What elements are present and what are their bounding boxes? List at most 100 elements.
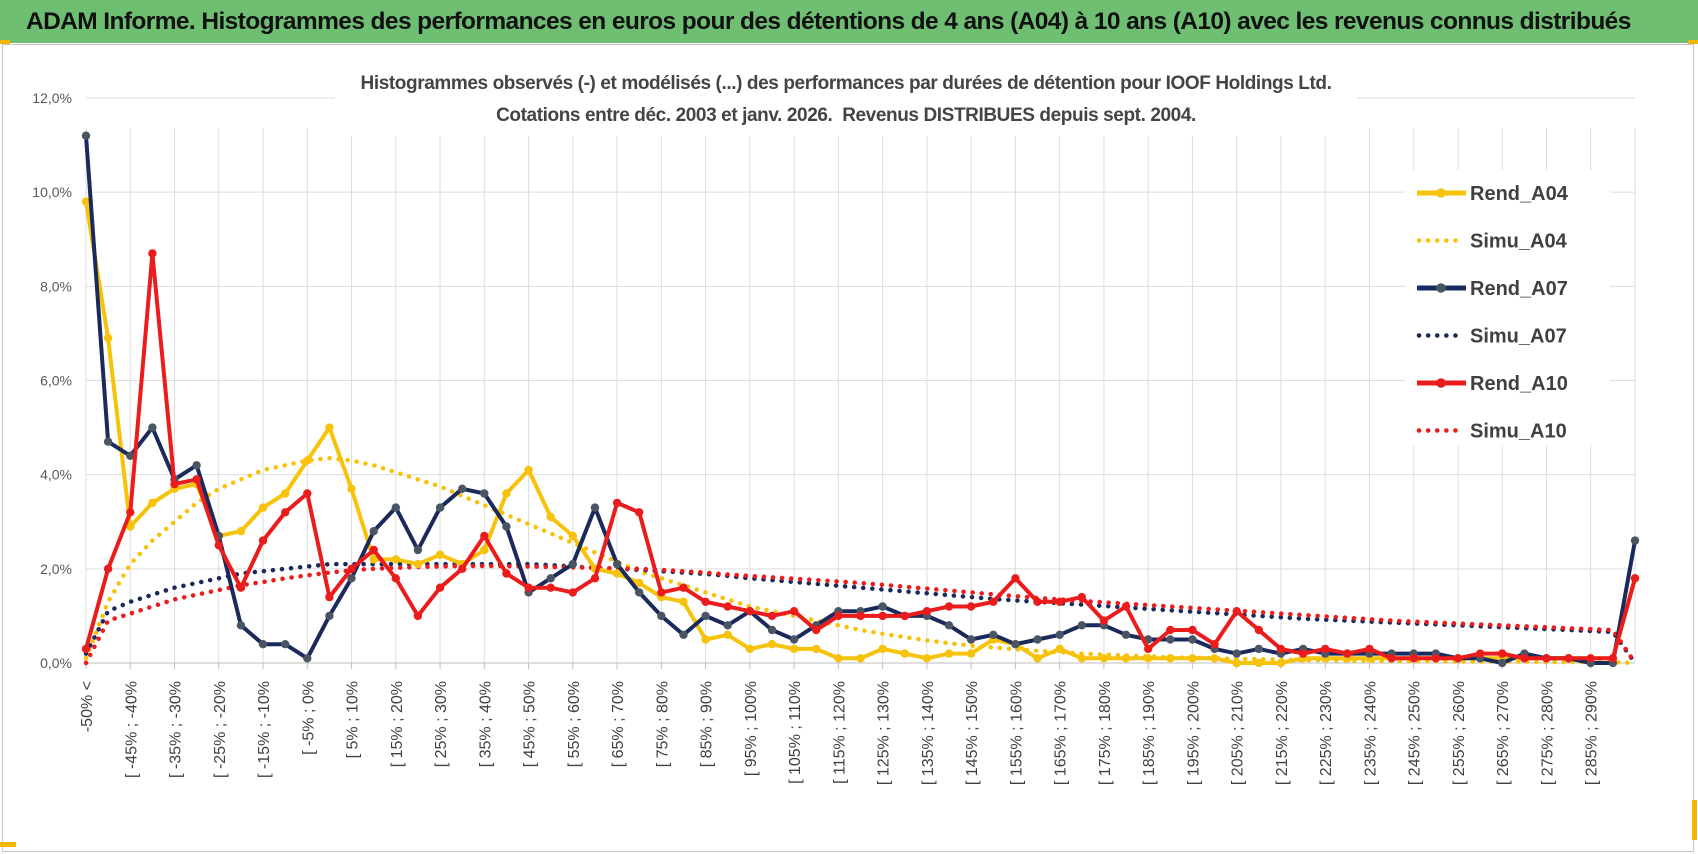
data-point	[413, 611, 423, 621]
legend-marker	[1436, 188, 1446, 198]
data-point	[347, 574, 356, 583]
x-tick-label: [ 225% ; 230%	[1318, 681, 1335, 785]
x-tick-label: [ -25% ; -20%	[212, 681, 229, 778]
legend-label: Rend_A04	[1470, 183, 1569, 205]
x-axis: -50% < [ -45% ; -40% [ -35% ; -30% [ -25% ;…	[79, 663, 1601, 785]
legend-marker	[1436, 378, 1446, 388]
report-banner: ADAM Informe. Histogrammes des performan…	[0, 0, 1698, 43]
data-point	[435, 583, 445, 592]
data-point	[391, 574, 400, 583]
x-tick-label: [ 75% ; 80%	[654, 681, 671, 767]
legend-item-Simu_A04: Simu_A04	[1416, 231, 1568, 253]
data-point	[236, 583, 246, 592]
x-tick-label: [ 255% ; 260%	[1451, 681, 1468, 785]
data-point	[1520, 654, 1529, 663]
legend-label: Simu_A04	[1470, 231, 1568, 253]
data-point	[635, 578, 644, 588]
x-tick-label: [ 125% ; 130%	[876, 681, 893, 785]
data-point	[281, 640, 290, 649]
chart-frame	[2, 44, 1694, 852]
data-point	[546, 583, 555, 592]
data-point	[103, 333, 113, 343]
data-point	[303, 489, 312, 498]
chart-gridlines	[85, 66, 1636, 664]
data-point	[347, 564, 356, 573]
corner-accent-top-left	[0, 40, 10, 44]
data-point	[1033, 635, 1042, 644]
data-point	[369, 527, 378, 536]
legend-item-Rend_A04: Rend_A04	[1417, 183, 1569, 205]
data-point	[148, 249, 157, 258]
x-tick-label: [ 15% ; 20%	[389, 681, 406, 767]
data-point	[1254, 644, 1264, 654]
data-point	[502, 489, 511, 498]
data-point	[723, 621, 732, 630]
data-point	[922, 607, 932, 616]
data-point	[789, 635, 799, 644]
x-tick-label: [ 155% ; 160%	[1008, 681, 1025, 785]
series-line	[84, 251, 1637, 661]
data-point	[258, 536, 268, 545]
data-point	[1188, 635, 1197, 644]
series-Simu_A10	[83, 563, 1638, 666]
data-point	[568, 559, 577, 569]
data-point	[1608, 654, 1618, 663]
data-point	[458, 564, 467, 573]
x-tick-label: [ 145% ; 150%	[964, 681, 981, 785]
corner-accent-right-edge	[1692, 800, 1697, 840]
x-tick-label: [ 95% ; 100%	[743, 681, 760, 776]
data-point	[635, 508, 644, 517]
x-tick-label: [ 5% ; 10%	[345, 681, 362, 758]
data-point	[103, 437, 113, 446]
data-point	[767, 611, 777, 621]
data-point	[1498, 649, 1507, 658]
data-point	[524, 583, 533, 592]
data-point	[480, 489, 489, 498]
x-tick-label: [ 105% ; 110%	[787, 681, 804, 784]
data-point	[878, 644, 887, 654]
x-tick-label: [ 195% ; 200%	[1185, 681, 1202, 785]
data-point	[944, 621, 954, 630]
data-point	[1498, 658, 1507, 668]
data-point	[546, 574, 555, 583]
data-point	[502, 522, 511, 531]
x-tick-label: [ 265% ; 270%	[1495, 681, 1512, 785]
data-point	[281, 489, 290, 498]
y-tick-label: 10,0%	[32, 184, 72, 200]
x-tick-label: [ 65% ; 70%	[610, 681, 627, 767]
data-point	[325, 423, 334, 432]
data-point	[1630, 574, 1640, 583]
data-point	[458, 484, 467, 493]
x-tick-label: [ -15% ; -10%	[256, 681, 273, 778]
x-tick-label: [ 55% ; 60%	[566, 681, 583, 767]
y-tick-label: 2,0%	[40, 561, 72, 577]
data-point	[834, 611, 843, 621]
chart-titles: Histogrammes observés (-) et modélisés (…	[361, 73, 1332, 126]
data-point	[148, 498, 157, 508]
data-point	[989, 630, 998, 639]
data-point	[1254, 625, 1264, 635]
data-point	[944, 649, 954, 658]
data-point	[612, 569, 622, 578]
data-point	[1099, 616, 1109, 625]
data-point	[900, 649, 909, 658]
data-point	[214, 541, 223, 550]
series-line	[84, 201, 1637, 665]
data-point	[325, 592, 334, 602]
y-tick-label: 8,0%	[40, 278, 72, 294]
data-point	[236, 527, 246, 536]
data-point	[236, 621, 246, 630]
data-point	[126, 451, 135, 460]
data-point	[258, 503, 268, 512]
x-tick-label: [ 185% ; 190%	[1141, 681, 1158, 785]
data-point	[767, 640, 777, 649]
report-title: ADAM Informe. Histogrammes des performan…	[26, 7, 1631, 35]
legend-item-Rend_A07: Rend_A07	[1417, 278, 1568, 300]
legend-item-Simu_A07: Simu_A07	[1416, 326, 1567, 348]
x-tick-label: [ 245% ; 250%	[1407, 681, 1424, 785]
data-point	[745, 644, 755, 654]
data-point	[170, 479, 179, 489]
data-point	[192, 461, 201, 470]
data-point	[590, 574, 600, 583]
data-point	[1188, 654, 1197, 663]
